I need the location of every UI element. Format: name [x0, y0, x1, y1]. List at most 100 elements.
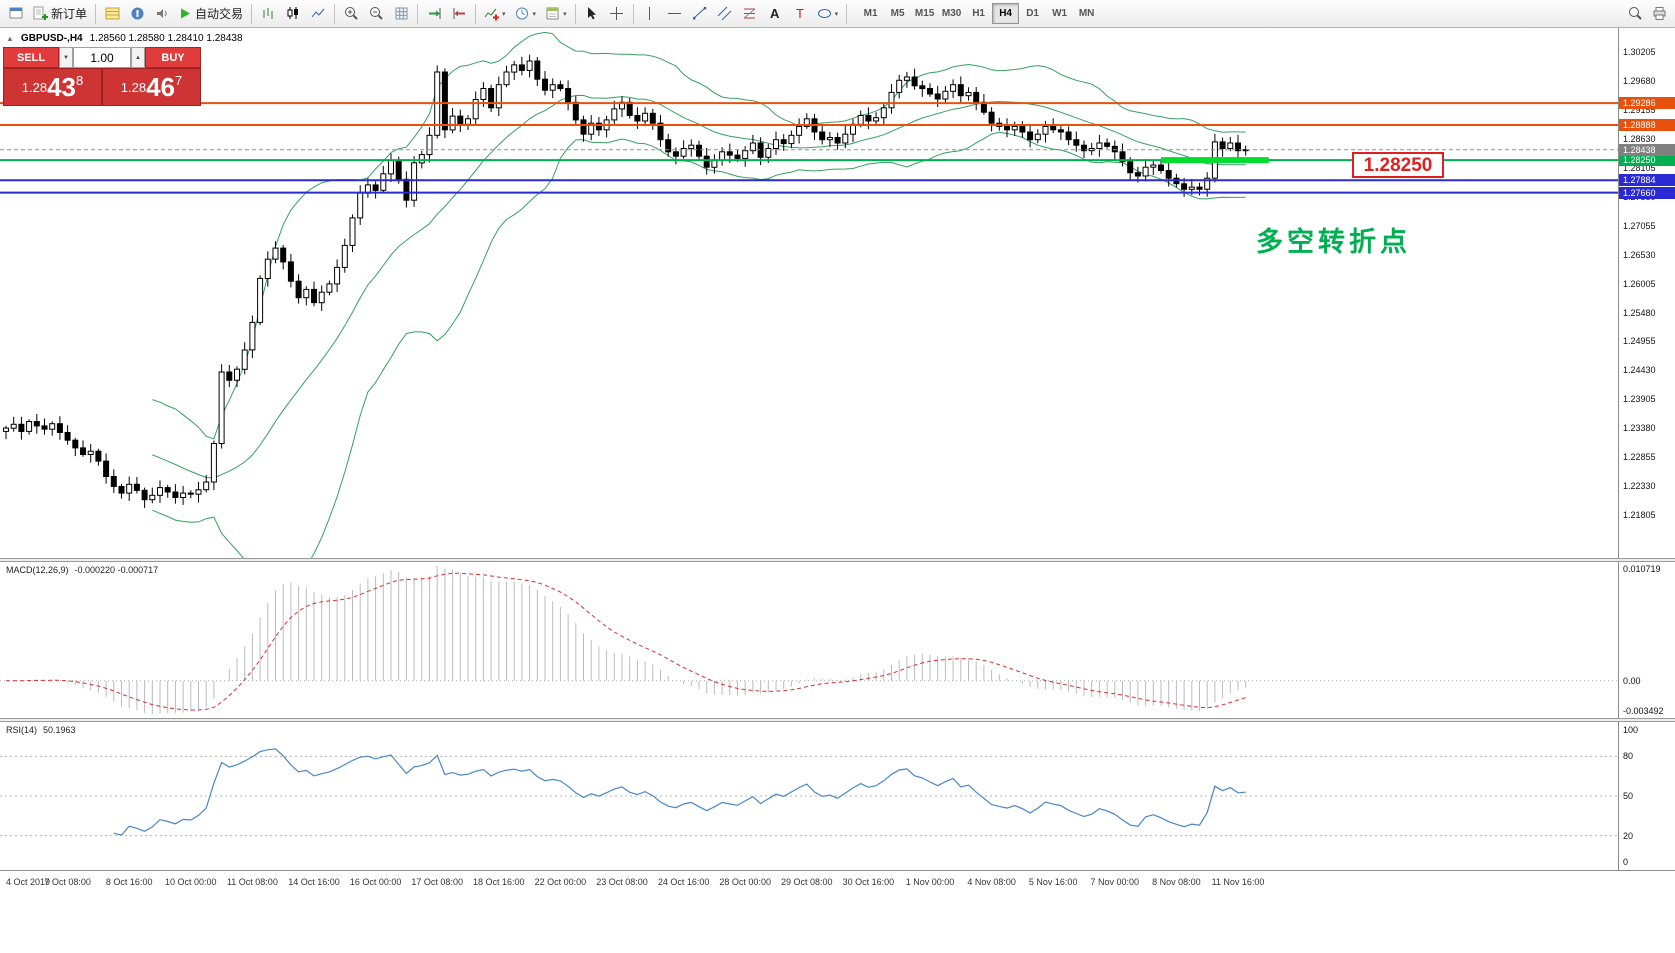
time-axis-label: 1 Nov 00:00 — [905, 877, 955, 887]
trade-panel-prices: 1.28 43 8 1.28 46 7 — [3, 68, 201, 106]
horizontal-line-button[interactable] — [663, 2, 687, 25]
candles — [3, 54, 1249, 508]
price-axis-label: 1.21805 — [1623, 509, 1656, 520]
chart-shift-icon — [453, 8, 465, 19]
volume-increase-button[interactable]: ▲ — [131, 47, 145, 68]
one-click-collapse-icon[interactable]: ▲ — [6, 34, 14, 43]
timeframe-m30-button[interactable]: M30 — [938, 3, 965, 24]
timeframe-m1-button[interactable]: M1 — [857, 3, 884, 24]
time-axis[interactable]: 4 Oct 2019 7 Oct 08:00 8 Oct 16:00 10 Oct 0… — [0, 870, 1675, 953]
price-axis[interactable]: 1.302051.296801.291551.286301.281051.275… — [1618, 28, 1675, 558]
price-axis-label: 1.29680 — [1623, 76, 1656, 87]
zoom-in-button[interactable] — [339, 2, 363, 25]
panel-separator[interactable] — [0, 558, 1675, 562]
autotrading-button[interactable]: 自动交易 — [175, 2, 247, 25]
rsi-axis-label: 0 — [1623, 857, 1629, 867]
candlestick-chart-icon — [287, 7, 298, 19]
grid-icon — [395, 7, 408, 20]
support-highlight-bar[interactable] — [1161, 157, 1269, 164]
timeframe-mn-button[interactable]: MN — [1073, 3, 1100, 24]
rsi-axis[interactable]: 100 80 50 20 0 — [1618, 722, 1675, 870]
sell-price-button[interactable]: 1.28 43 8 — [3, 68, 102, 106]
terminal-button[interactable] — [4, 2, 28, 25]
level-price-tag[interactable]: 1.29286 — [1619, 97, 1675, 110]
templates-icon — [546, 7, 559, 20]
macd-axis-label: -0.003492 — [1623, 706, 1664, 716]
time-axis-label: 8 Oct 16:00 — [105, 877, 153, 887]
templates-button[interactable]: ▾ — [541, 2, 571, 25]
sell-price-prefix: 1.28 — [21, 80, 48, 95]
trendline-button[interactable] — [688, 2, 712, 25]
shapes-icon — [817, 9, 831, 18]
chart-shift-button[interactable] — [447, 2, 471, 25]
rsi-panel[interactable]: RSI(14) 50.1963 — [0, 722, 1618, 870]
time-axis-label: 18 Oct 16:00 — [473, 877, 525, 887]
shapes-button[interactable]: ▾ — [813, 2, 843, 25]
vertical-line-icon — [649, 7, 651, 20]
timeframe-d1-button[interactable]: D1 — [1019, 3, 1046, 24]
data-window-icon — [131, 7, 144, 20]
volume-decrease-button[interactable]: ▼ — [59, 47, 73, 68]
turning-point-note[interactable]: 多空转折点 — [1256, 227, 1411, 257]
svg-text:T: T — [796, 6, 804, 21]
time-axis-label: 7 Nov 00:00 — [1090, 877, 1140, 887]
trade-panel-controls: SELL ▼ ▲ BUY — [3, 47, 201, 68]
fibonacci-button[interactable] — [738, 2, 762, 25]
timeframe-h1-button[interactable]: H1 — [965, 3, 992, 24]
timeframe-m15-button[interactable]: M15 — [911, 3, 938, 24]
bar-chart-button[interactable] — [256, 2, 280, 25]
line-chart-button[interactable] — [306, 2, 330, 25]
main-chart-panel[interactable]: ▲ GBPUSD-,H4 1.28560 1.28580 1.28410 1.2… — [0, 28, 1618, 558]
timeframe-m5-button[interactable]: M5 — [884, 3, 911, 24]
line-chart-icon — [311, 8, 324, 18]
level-price-tag[interactable]: 1.27660 — [1619, 186, 1675, 199]
svg-text:A: A — [770, 6, 780, 21]
macd-axis[interactable]: 0.010719 0.00 -0.003492 — [1618, 562, 1675, 718]
level-price-tag[interactable]: 1.27884 — [1619, 174, 1675, 187]
label-icon: T — [796, 6, 804, 21]
text-tool-button[interactable]: A — [763, 2, 787, 25]
periods-clock-icon — [515, 7, 528, 20]
rsi-value: 50.1963 — [43, 725, 76, 735]
time-axis-label: 8 Nov 08:00 — [1152, 877, 1201, 887]
level-price-tag[interactable]: 1.28888 — [1619, 118, 1675, 131]
buy-button[interactable]: BUY — [145, 47, 201, 68]
label-tool-button[interactable]: T — [788, 2, 812, 25]
new-order-label: 新订单 — [51, 7, 88, 21]
volume-input[interactable] — [73, 47, 131, 68]
search-icon — [1628, 7, 1642, 20]
timeframe-w1-button[interactable]: W1 — [1046, 3, 1073, 24]
fibonacci-icon — [743, 8, 756, 19]
level-price-tag[interactable]: 1.28250 — [1619, 154, 1675, 167]
timeframe-h4-button[interactable]: H4 — [992, 3, 1020, 24]
macd-panel[interactable]: MACD(12,26,9) -0.000220 -0.000717 — [0, 562, 1618, 718]
buy-price-button[interactable]: 1.28 46 7 — [102, 68, 201, 106]
grid-button[interactable] — [389, 2, 413, 25]
price-callout-box[interactable]: 1.28250 — [1352, 152, 1444, 178]
print-button[interactable] — [1647, 2, 1671, 25]
time-axis-label: 29 Oct 08:00 — [781, 877, 833, 887]
panel-separator[interactable] — [0, 718, 1675, 722]
market-watch-button[interactable] — [100, 2, 124, 25]
vertical-line-button[interactable] — [638, 2, 662, 25]
trendline-icon — [693, 7, 707, 20]
macd-header: MACD(12,26,9) -0.000220 -0.000717 — [6, 565, 158, 575]
print-icon — [1653, 7, 1665, 20]
time-axis-label: 30 Oct 16:00 — [842, 877, 895, 887]
candlestick-chart-button[interactable] — [281, 2, 305, 25]
channel-button[interactable] — [713, 2, 737, 25]
periods-button[interactable]: ▾ — [511, 2, 541, 25]
cursor-button[interactable] — [580, 2, 604, 25]
zoom-out-button[interactable] — [364, 2, 388, 25]
crosshair-button[interactable] — [605, 2, 629, 25]
sell-button[interactable]: SELL — [3, 47, 59, 68]
auto-scroll-button[interactable] — [422, 2, 446, 25]
new-order-button[interactable]: 新订单 — [29, 2, 91, 25]
search-button[interactable] — [1623, 2, 1647, 25]
sound-button[interactable] — [150, 2, 174, 25]
data-window-button[interactable] — [125, 2, 149, 25]
bollinger-lower-band — [152, 131, 1246, 558]
indicators-button[interactable]: ▾ — [480, 2, 510, 25]
time-axis-label: 28 Oct 00:00 — [719, 877, 771, 887]
